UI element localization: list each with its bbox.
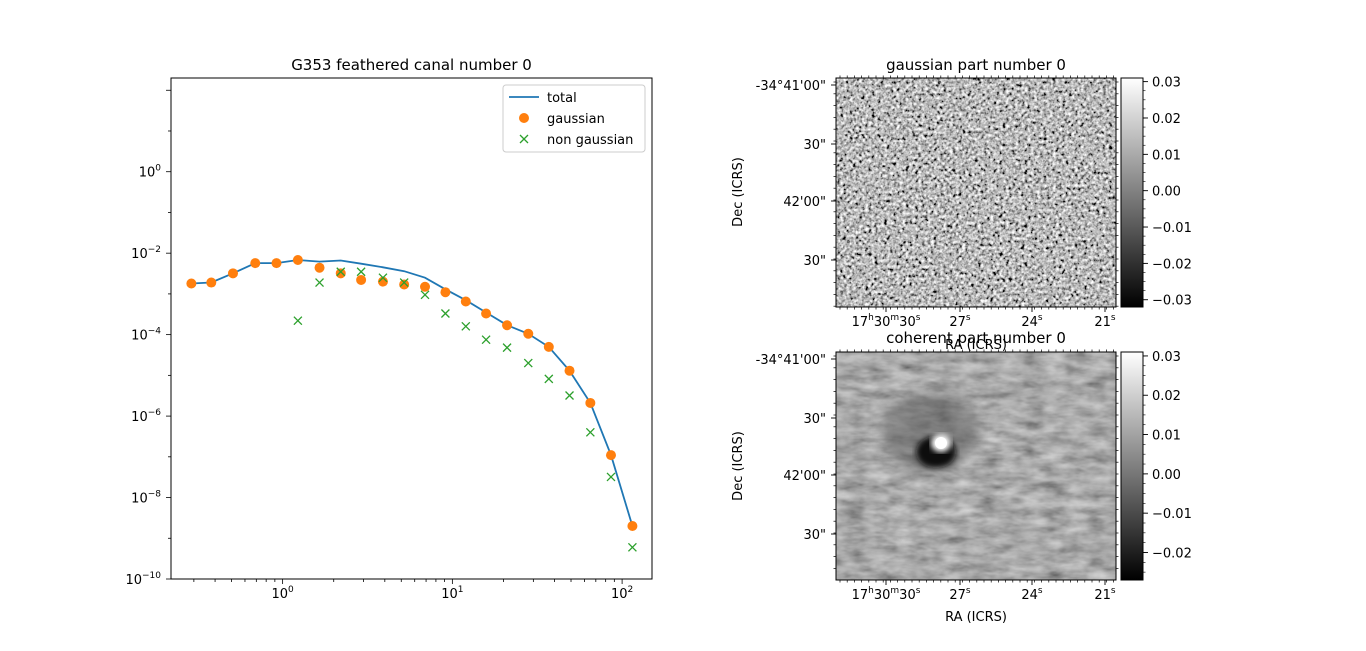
- dec-tick-label: 42'00": [783, 195, 826, 210]
- gaussian-map-panel: gaussian part number 0 17h30m30s 27s 24s 21…: [731, 56, 1192, 353]
- ra-tick-label: 27s: [949, 313, 971, 330]
- legend-gaussian-swatch: [519, 113, 529, 123]
- coherent-map-xlabel: RA (ICRS): [945, 610, 1007, 625]
- dec-tick-label: 42'00": [783, 469, 826, 484]
- series-gaussian-point: [481, 309, 491, 319]
- dec-tick-label: 30": [803, 528, 826, 543]
- ra-tick-label: 24s: [1021, 586, 1043, 603]
- series-gaussian-point: [293, 255, 303, 265]
- gaussian-map-image: [836, 78, 1116, 307]
- ra-tick-label: 21s: [1094, 313, 1116, 330]
- colorbar-tick-label: 0.01: [1152, 429, 1181, 444]
- series-gaussian-point: [336, 268, 346, 278]
- legend-gaussian-label: gaussian: [547, 112, 605, 127]
- y-tick-label: 10−4: [131, 327, 161, 344]
- colorbar-tick-label: 0.00: [1152, 185, 1181, 200]
- series-gaussian-point: [250, 258, 260, 268]
- series-gaussian-point: [186, 279, 196, 289]
- legend: total gaussian non gaussian: [503, 85, 645, 152]
- gaussian-map-title: gaussian part number 0: [886, 56, 1066, 74]
- gaussian-colorbar-ticks: 0.03 0.02 0.01 0.00 −0.01 −0.02 −0.03: [1143, 76, 1192, 309]
- series-gaussian-point: [544, 342, 554, 352]
- ra-tick-label: 17h30m30s: [852, 586, 921, 603]
- series-gaussian-point: [399, 280, 409, 290]
- ra-tick-label: 17h30m30s: [852, 313, 921, 330]
- series-gaussian-point: [420, 282, 430, 292]
- series-gaussian-point: [523, 329, 533, 339]
- spectrum-title: G353 feathered canal number 0: [291, 56, 532, 74]
- gaussian-colorbar: [1121, 78, 1143, 307]
- series-gaussian-point: [228, 268, 238, 278]
- series-gaussian-point: [461, 297, 471, 307]
- colorbar-tick-label: 0.01: [1152, 148, 1181, 163]
- y-tick-label: 10−2: [131, 245, 161, 262]
- series-gaussian-point: [206, 278, 216, 288]
- y-tick-label: 10−10: [125, 571, 161, 588]
- spectrum-plot-area: [171, 78, 652, 579]
- coherent-colorbar-ticks: 0.03 0.02 0.01 0.00 −0.01 −0.02: [1143, 350, 1192, 572]
- gaussian-map-ylabel: Dec (ICRS): [731, 157, 746, 227]
- coherent-colorbar: [1121, 352, 1143, 580]
- dec-tick-label: 30": [803, 138, 826, 153]
- ra-tick-label: 24s: [1021, 313, 1043, 330]
- coherent-map-title: coherent part number 0: [886, 329, 1066, 347]
- coherent-map-ylabel: Dec (ICRS): [731, 431, 746, 501]
- colorbar-tick-label: 0.03: [1152, 350, 1181, 365]
- x-tick-label: 102: [611, 585, 633, 602]
- series-gaussian-point: [627, 521, 637, 531]
- dec-tick-label: -34°41'00": [756, 79, 826, 94]
- colorbar-tick-label: 0.02: [1152, 389, 1181, 404]
- y-tick-label: 10−6: [131, 408, 161, 425]
- series-gaussian-point: [440, 287, 450, 297]
- legend-total-label: total: [547, 91, 577, 106]
- spectrum-panel: G353 feathered canal number 0 100 101 102 1…: [125, 56, 652, 602]
- colorbar-tick-label: 0.03: [1152, 76, 1181, 91]
- x-tick-label: 101: [441, 585, 463, 602]
- series-gaussian-point: [565, 366, 575, 376]
- colorbar-tick-label: −0.03: [1152, 294, 1192, 309]
- colorbar-tick-label: 0.02: [1152, 112, 1181, 127]
- y-tick-label: 10−8: [131, 490, 161, 507]
- series-gaussian-point: [502, 320, 512, 330]
- coherent-map-source: [882, 392, 978, 472]
- colorbar-tick-label: −0.01: [1152, 221, 1192, 236]
- series-gaussian-point: [315, 263, 325, 273]
- ra-tick-label: 27s: [949, 586, 971, 603]
- legend-non-gaussian-label: non gaussian: [547, 133, 633, 148]
- series-gaussian-point: [585, 398, 595, 408]
- colorbar-tick-label: −0.02: [1152, 546, 1192, 561]
- coherent-map-image: [836, 352, 1116, 580]
- series-gaussian-point: [271, 258, 281, 268]
- colorbar-tick-label: 0.00: [1152, 468, 1181, 483]
- dec-tick-label: 30": [803, 412, 826, 427]
- y-tick-label: 100: [139, 164, 162, 181]
- x-tick-label: 100: [271, 585, 294, 602]
- dec-tick-label: -34°41'00": [756, 353, 826, 368]
- ra-tick-label: 21s: [1094, 586, 1116, 603]
- coherent-map-panel: 17h30m30s 27s 24s 21s -34°41'00" 30" 42'00" 30"…: [731, 329, 1192, 625]
- series-gaussian-point: [356, 275, 366, 285]
- dec-tick-label: 30": [803, 254, 826, 269]
- colorbar-tick-label: −0.02: [1152, 257, 1192, 272]
- series-gaussian-point: [606, 450, 616, 460]
- colorbar-tick-label: −0.01: [1152, 507, 1192, 522]
